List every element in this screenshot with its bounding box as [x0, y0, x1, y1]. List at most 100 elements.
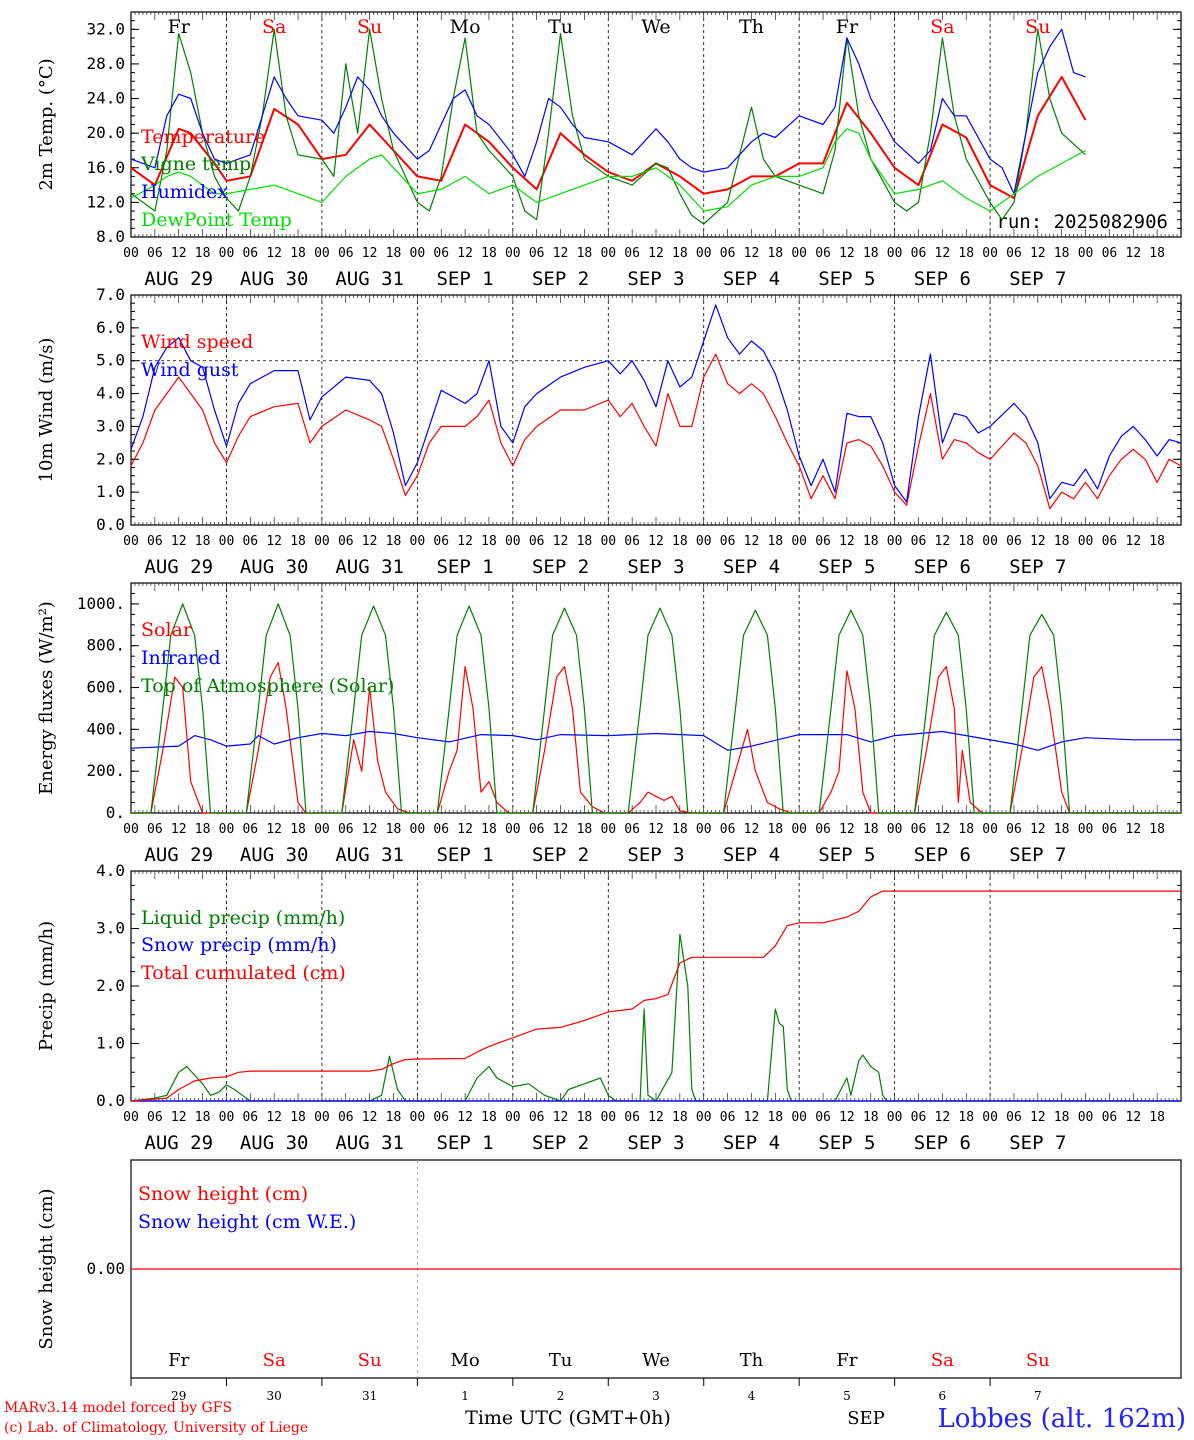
legend-entry: Humidex	[141, 181, 228, 203]
run-label: run: 2025082906	[996, 211, 1168, 233]
legend-entry: Wind gust	[141, 359, 239, 381]
x-hour-label: 00	[1078, 822, 1094, 837]
x-hour-label: 00	[887, 534, 903, 549]
x-hour-label: 18	[1054, 822, 1070, 837]
x-hour-label: 12	[457, 534, 473, 549]
x-hour-label: 18	[577, 822, 593, 837]
x-hour-label: 12	[1125, 534, 1141, 549]
y-tick-label: 12.0	[86, 192, 125, 211]
x-hour-label: 12	[266, 1110, 282, 1125]
day-number-label: 31	[362, 1389, 377, 1403]
x-hour-label: 06	[242, 534, 258, 549]
x-hour-label: 00	[791, 246, 807, 261]
x-hour-label: 06	[624, 822, 640, 837]
x-hour-label: 18	[863, 246, 879, 261]
x-date-label: SEP 3	[627, 268, 684, 290]
x-hour-label: 12	[1125, 246, 1141, 261]
y-tick-label: 400.	[86, 719, 125, 738]
x-date-label: SEP 4	[723, 844, 780, 866]
x-hour-label: 18	[386, 822, 402, 837]
series-line	[130, 353, 1182, 510]
x-date-label: SEP 7	[1009, 268, 1066, 290]
x-hour-label: 06	[815, 534, 831, 549]
x-hour-label: 00	[982, 246, 998, 261]
x-hour-label: 06	[815, 1110, 831, 1125]
x-hour-label: 06	[147, 534, 163, 549]
y-tick-label: 200.	[86, 761, 125, 780]
y-tick-label: 4.0	[96, 861, 125, 880]
y-tick-label: 4.0	[96, 384, 125, 403]
x-hour-label: 12	[648, 534, 664, 549]
x-hour-label: 06	[720, 1110, 736, 1125]
y-tick-label: 24.0	[86, 89, 125, 108]
x-hour-label: 00	[1078, 534, 1094, 549]
x-hour-label: 12	[935, 534, 951, 549]
x-hour-label: 12	[839, 534, 855, 549]
series-line	[130, 890, 1181, 1102]
x-hour-label: 00	[123, 822, 139, 837]
x-hour-label: 18	[672, 822, 688, 837]
credit-line-2: (c) Lab. of Climatology, University of L…	[4, 1420, 309, 1436]
x-hour-label: 12	[839, 822, 855, 837]
x-hour-label: 12	[1125, 822, 1141, 837]
x-hour-label: 12	[553, 534, 569, 549]
x-date-label: AUG 30	[240, 844, 309, 866]
x-hour-label: 12	[362, 534, 378, 549]
x-hour-label: 18	[958, 1110, 974, 1125]
x-hour-label: 12	[648, 1110, 664, 1125]
y-axis-label: Snow height (cm)	[36, 1188, 57, 1349]
series-line	[130, 28, 1086, 195]
day-of-week-label: We	[641, 16, 670, 38]
x-hour-label: 00	[887, 822, 903, 837]
x-date-label: SEP 4	[723, 1132, 780, 1154]
day-of-week-label: Fr	[836, 1350, 857, 1371]
x-hour-label: 06	[433, 822, 449, 837]
x-hour-label: 06	[815, 246, 831, 261]
x-hour-label: 12	[171, 534, 187, 549]
x-hour-label: 12	[553, 1110, 569, 1125]
legend-entry: Top of Atmosphere (Solar)	[141, 675, 394, 697]
legend-entry: Total cumulated (cm)	[141, 962, 346, 984]
x-hour-label: 06	[624, 246, 640, 261]
x-date-label: SEP 6	[914, 844, 971, 866]
x-hour-label: 06	[911, 534, 927, 549]
x-date-label: SEP 7	[1009, 1132, 1066, 1154]
x-date-label: AUG 31	[335, 1132, 404, 1154]
x-hour-label: 00	[696, 534, 712, 549]
x-date-label: SEP 2	[532, 1132, 589, 1154]
x-hour-label: 06	[720, 246, 736, 261]
x-hour-label: 00	[219, 1110, 235, 1125]
x-hour-label: 12	[839, 1110, 855, 1125]
x-hour-label: 18	[481, 1110, 497, 1125]
x-hour-label: 00	[887, 246, 903, 261]
day-number-label: 5	[843, 1389, 851, 1403]
x-hour-label: 06	[147, 822, 163, 837]
x-hour-label: 00	[696, 1110, 712, 1125]
x-hour-label: 00	[505, 1110, 521, 1125]
x-date-label: SEP 3	[627, 556, 684, 578]
x-hour-label: 06	[433, 246, 449, 261]
day-of-week-label: Su	[1025, 16, 1050, 38]
x-hour-label: 12	[648, 246, 664, 261]
x-date-label: SEP 2	[532, 844, 589, 866]
day-of-week-label: Su	[357, 16, 382, 38]
x-hour-label: 00	[505, 822, 521, 837]
x-hour-label: 12	[457, 822, 473, 837]
x-hour-label: 00	[505, 246, 521, 261]
legend-entry: Temperature	[141, 126, 265, 148]
x-date-label: AUG 30	[240, 556, 309, 578]
y-axis-label: 2m Temp. (°C)	[36, 58, 57, 190]
x-date-label: SEP 2	[532, 556, 589, 578]
x-hour-label: 06	[338, 1110, 354, 1125]
station-name: Lobbes (alt. 162m)	[937, 1404, 1186, 1434]
y-tick-label: 6.0	[96, 318, 125, 337]
plot-frame	[130, 294, 1182, 526]
x-date-label: SEP 1	[436, 1132, 493, 1154]
x-hour-label: 12	[935, 1110, 951, 1125]
x-hour-label: 06	[433, 534, 449, 549]
x-hour-label: 18	[577, 1110, 593, 1125]
x-hour-label: 18	[958, 822, 974, 837]
x-hour-label: 18	[767, 822, 783, 837]
x-hour-label: 12	[266, 534, 282, 549]
